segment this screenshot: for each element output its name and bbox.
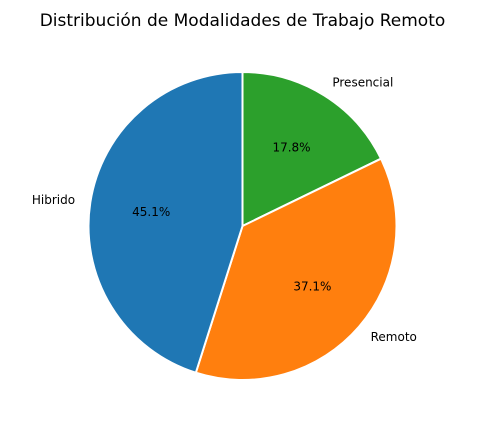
pct-label-hibrido: 45.1% — [132, 205, 170, 219]
pct-label-remoto: 37.1% — [293, 279, 331, 293]
pie-slices — [87, 71, 398, 381]
pie-slice-remoto — [194, 157, 398, 381]
pct-label-presencial: 17.8% — [272, 141, 310, 155]
pie-slice-presencial — [241, 71, 383, 227]
pie-slice-hibrido — [87, 71, 244, 374]
slice-label-hibrido: Hibrido — [32, 193, 75, 207]
slice-label-presencial: Presencial — [332, 75, 393, 89]
pie-labels: Presencial 17.8% Remoto 37.1% Hibrido 45.1% — [32, 75, 417, 343]
chart-title: Distribución de Modalidades de Trabajo R… — [40, 11, 446, 31]
slice-label-remoto: Remoto — [371, 330, 417, 344]
